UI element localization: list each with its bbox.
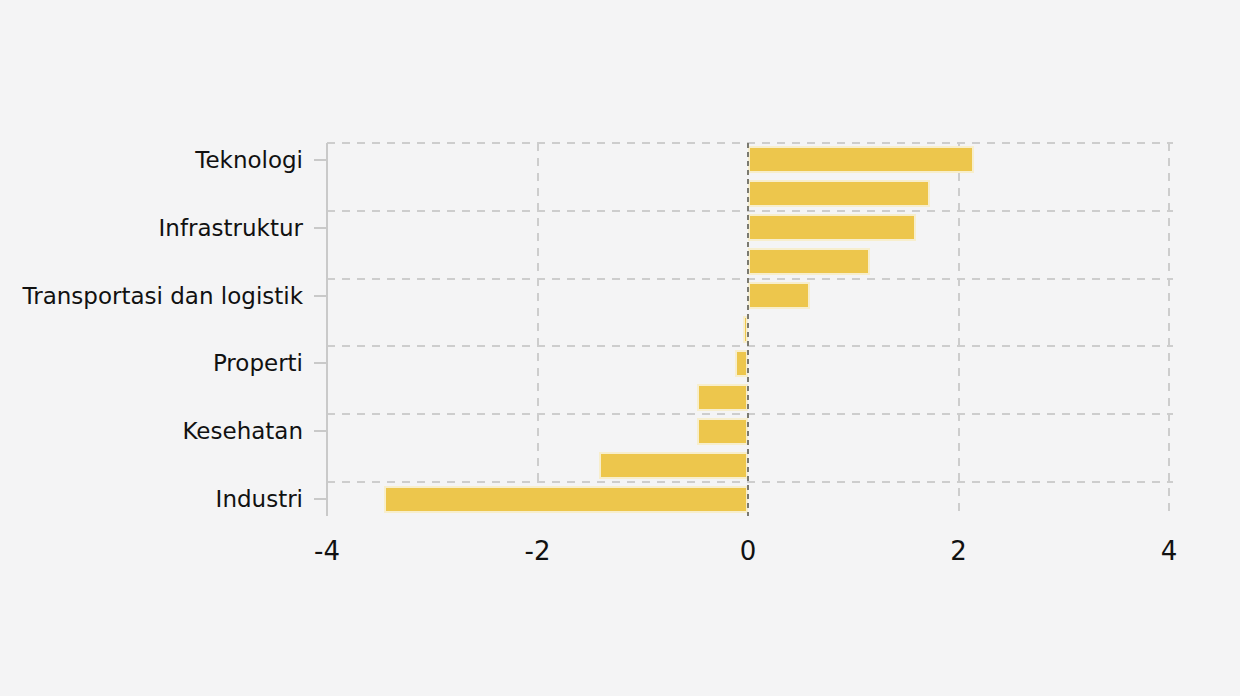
- zero-gridline: [747, 143, 749, 516]
- bar: [697, 384, 748, 411]
- bar: [748, 248, 870, 275]
- y-tick-label: Transportasi dan logistik: [0, 281, 303, 311]
- bar-chart: Teknologi Infrastruktur Transportasi dan l…: [0, 0, 1240, 696]
- x-tick-label: 0: [708, 536, 788, 566]
- y-tick: [314, 362, 327, 364]
- y-tick-label: Properti: [0, 348, 303, 378]
- bar: [748, 146, 974, 173]
- bar: [748, 282, 810, 309]
- x-tick-label: -2: [498, 536, 578, 566]
- y-tick: [314, 159, 327, 161]
- gridline-horizontal: [327, 481, 1173, 483]
- gridline-horizontal: [327, 210, 1173, 212]
- gridline-vertical: [958, 143, 960, 516]
- y-axis-spine: [326, 143, 328, 516]
- x-tick-label: -4: [287, 536, 367, 566]
- x-tick-label: 4: [1129, 536, 1209, 566]
- gridline-horizontal: [327, 413, 1173, 415]
- gridline-horizontal: [327, 345, 1173, 347]
- y-tick-label: Kesehatan: [0, 416, 303, 446]
- plot-area: [327, 143, 1169, 516]
- y-tick: [314, 295, 327, 297]
- gridline-horizontal: [327, 142, 1173, 144]
- y-tick: [314, 227, 327, 229]
- y-tick-label: Industri: [0, 484, 303, 514]
- bar: [599, 452, 748, 479]
- y-tick: [314, 430, 327, 432]
- gridline-vertical: [537, 143, 539, 516]
- gridline-vertical: [1168, 143, 1170, 516]
- y-tick-label: Teknologi: [0, 145, 303, 175]
- x-tick-label: 2: [919, 536, 999, 566]
- bar: [384, 486, 748, 513]
- gridline-horizontal: [327, 278, 1173, 280]
- y-tick: [314, 498, 327, 500]
- y-tick-label: Infrastruktur: [0, 213, 303, 243]
- bar: [748, 180, 930, 207]
- bar: [748, 214, 916, 241]
- bar: [697, 418, 748, 445]
